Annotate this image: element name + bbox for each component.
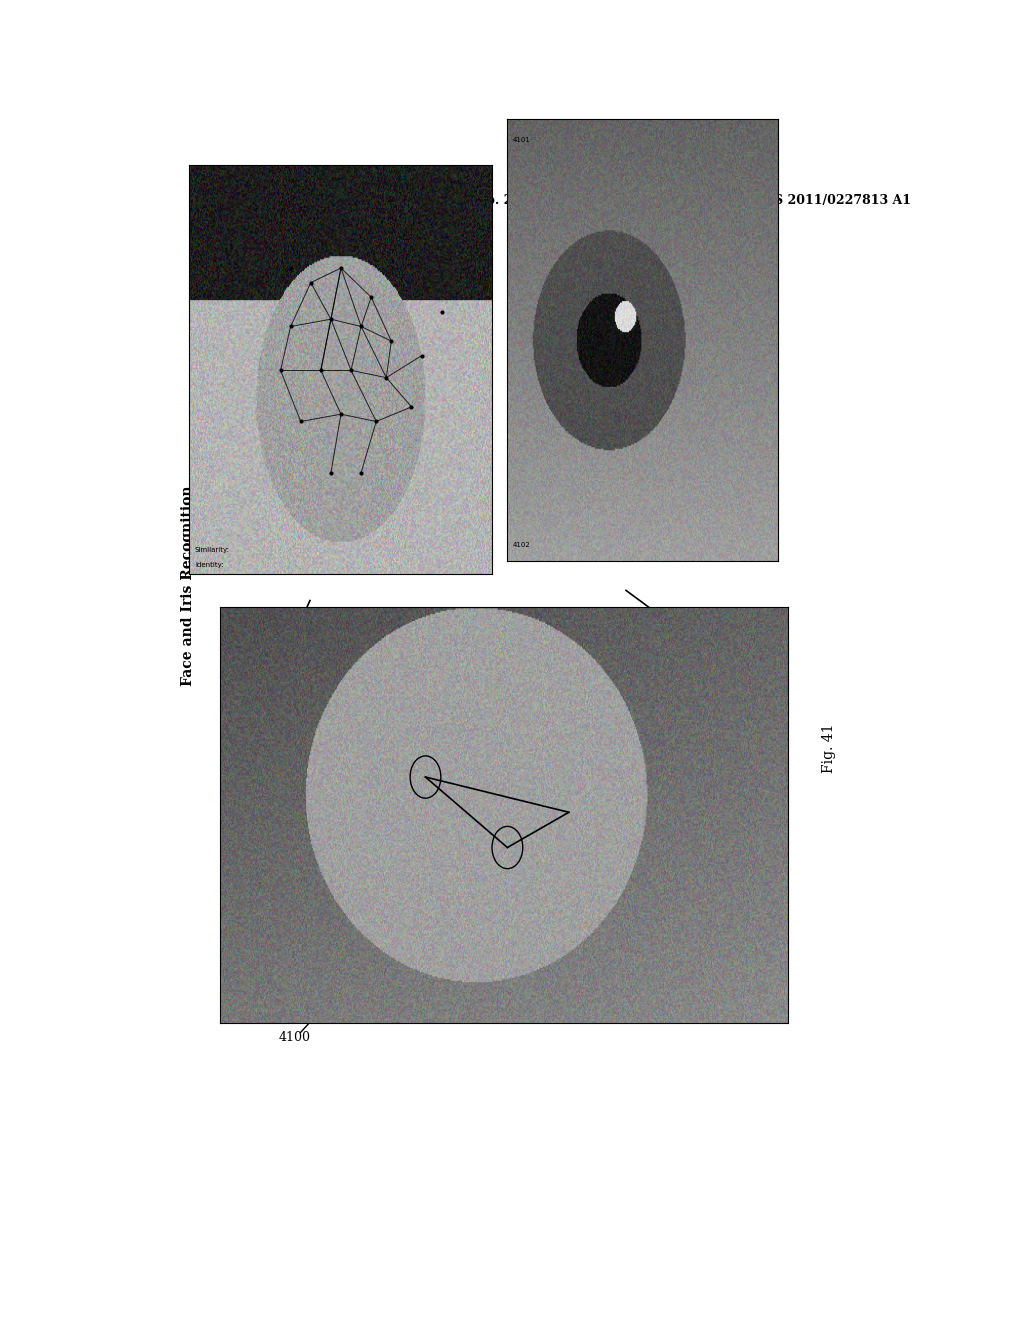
Text: Fig. 41: Fig. 41	[822, 723, 837, 772]
Text: Sheet 49 of 53: Sheet 49 of 53	[620, 194, 721, 207]
Text: 4100: 4100	[279, 1031, 311, 1044]
Text: Patent Application Publication: Patent Application Publication	[240, 194, 455, 207]
Text: Identity:: Identity:	[195, 561, 223, 568]
Text: Similarity:: Similarity:	[195, 546, 230, 553]
Text: 4101: 4101	[512, 137, 530, 143]
Text: Sep. 22, 2011: Sep. 22, 2011	[469, 194, 565, 207]
Text: 4102: 4102	[512, 543, 530, 548]
Text: Face and Iris Recognition: Face and Iris Recognition	[180, 484, 195, 685]
Text: US 2011/0227813 A1: US 2011/0227813 A1	[763, 194, 911, 207]
